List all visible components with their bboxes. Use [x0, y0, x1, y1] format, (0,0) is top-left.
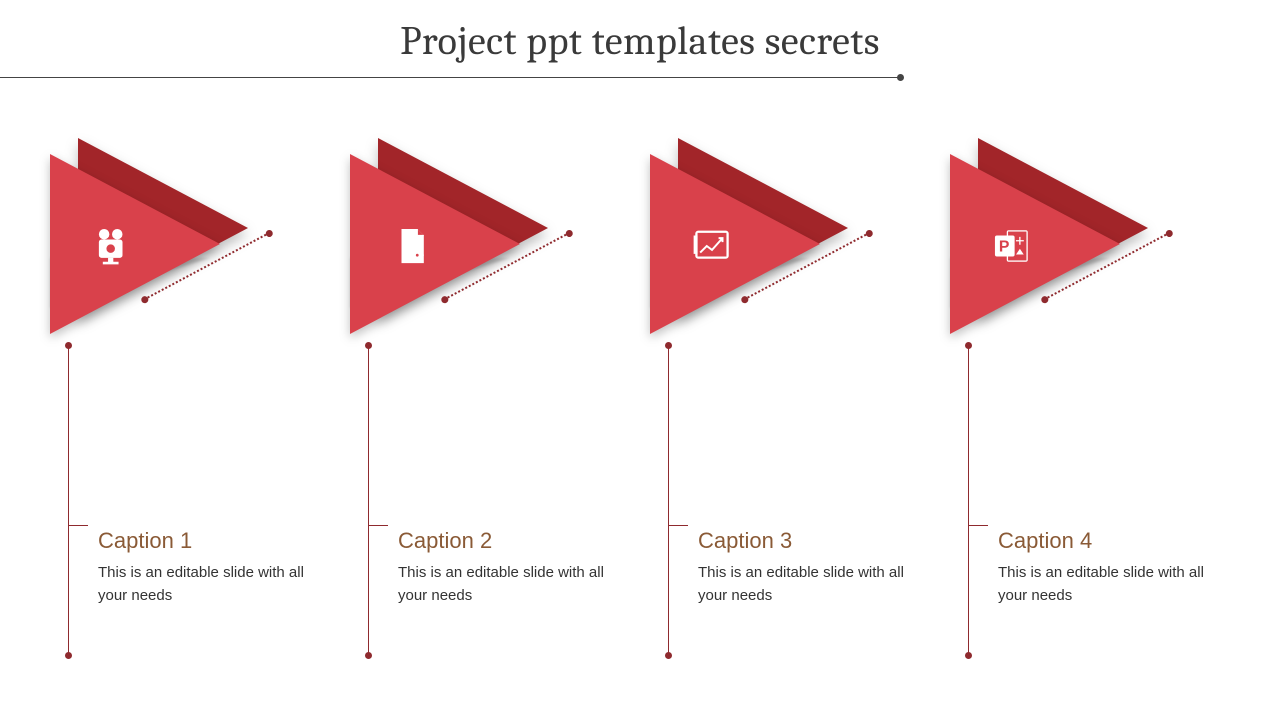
connector-line	[68, 345, 69, 655]
caption-block: Caption 3 This is an editable slide with…	[698, 528, 918, 607]
arrow-graphic	[650, 150, 890, 340]
caption-title: Caption 2	[398, 528, 618, 554]
items-row: Caption 1 This is an editable slide with…	[0, 150, 1280, 340]
title-area: Project ppt templates secrets	[0, 0, 1280, 82]
camera-icon	[88, 222, 136, 270]
caption-title: Caption 4	[998, 528, 1218, 554]
caption-body: This is an editable slide with all your …	[998, 562, 1218, 607]
page-title: Project ppt templates secrets	[0, 18, 1280, 64]
caption-body: This is an editable slide with all your …	[398, 562, 618, 607]
caption-block: Caption 4 This is an editable slide with…	[998, 528, 1218, 607]
arrow-graphic	[50, 150, 290, 340]
connector-line	[368, 345, 369, 655]
connector-line	[668, 345, 669, 655]
caption-body: This is an editable slide with all your …	[98, 562, 318, 607]
arrow-item-3: Caption 3 This is an editable slide with…	[650, 150, 930, 340]
file-gear-icon	[388, 222, 436, 270]
arrow-item-4: Caption 4 This is an editable slide with…	[950, 150, 1230, 340]
chart-up-icon	[688, 222, 736, 270]
arrow-item-1: Caption 1 This is an editable slide with…	[50, 150, 330, 340]
caption-block: Caption 1 This is an editable slide with…	[98, 528, 318, 607]
arrow-graphic	[350, 150, 590, 340]
connector-line	[968, 345, 969, 655]
caption-title: Caption 1	[98, 528, 318, 554]
caption-block: Caption 2 This is an editable slide with…	[398, 528, 618, 607]
ppt-icon	[988, 222, 1036, 270]
title-rule	[0, 74, 1280, 82]
caption-title: Caption 3	[698, 528, 918, 554]
arrow-graphic	[950, 150, 1190, 340]
caption-body: This is an editable slide with all your …	[698, 562, 918, 607]
arrow-item-2: Caption 2 This is an editable slide with…	[350, 150, 630, 340]
